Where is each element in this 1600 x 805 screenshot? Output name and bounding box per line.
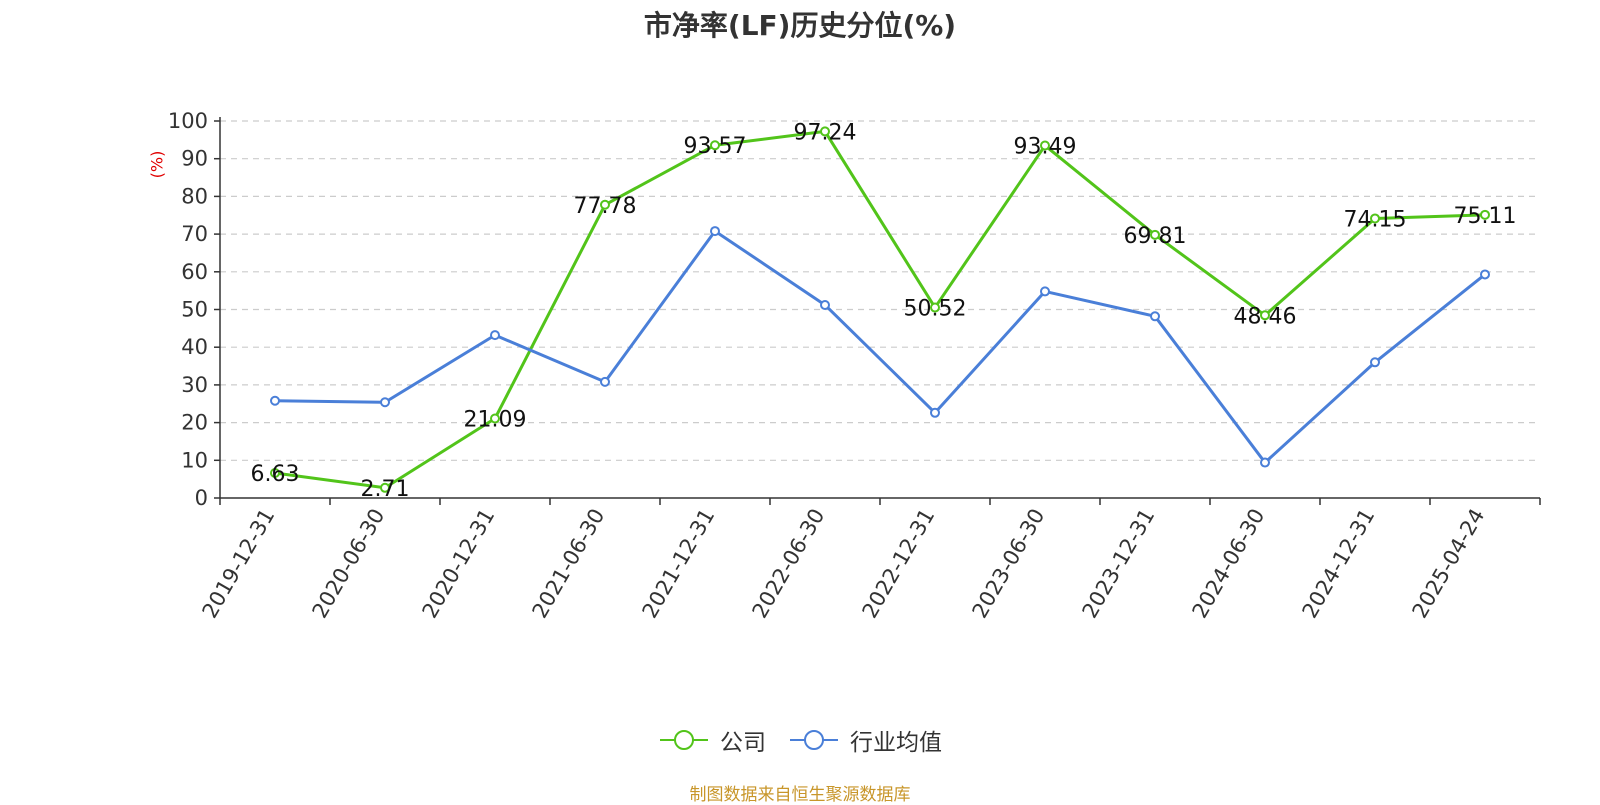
y-tick-label: 80 xyxy=(181,184,208,208)
y-tick-label: 20 xyxy=(181,411,208,435)
y-tick-label: 30 xyxy=(181,373,208,397)
data-point xyxy=(1150,229,1160,240)
data-label: 21.09 xyxy=(464,407,527,432)
data-point xyxy=(1370,213,1380,224)
grid-lines xyxy=(220,120,1540,461)
data-label: 50.52 xyxy=(904,297,967,322)
legend: 公司 行业均值 xyxy=(0,720,1600,760)
data-point xyxy=(1370,357,1380,368)
legend-item-company[interactable]: 公司 xyxy=(658,723,766,757)
data-point xyxy=(710,226,720,237)
axes: 0 10 20 30 40 50 60 70 80 90 100 2019-12-31 2020-06-… xyxy=(168,109,1541,623)
data-label: 74.15 xyxy=(1344,207,1407,232)
data-point xyxy=(600,376,610,387)
data-point xyxy=(930,407,940,418)
x-tick-label: 2020-06-30 xyxy=(308,505,390,623)
y-tick-label: 60 xyxy=(181,260,208,284)
data-label: 6.63 xyxy=(251,462,300,487)
data-label: 93.57 xyxy=(684,134,747,159)
data-label: 75.11 xyxy=(1454,204,1517,229)
data-point xyxy=(380,397,390,408)
data-point xyxy=(1480,209,1490,220)
data-point xyxy=(1040,286,1050,297)
y-tick-label: 0 xyxy=(195,486,208,510)
x-tick-label: 2021-06-30 xyxy=(528,505,610,623)
data-point xyxy=(710,140,720,151)
data-point xyxy=(1260,457,1270,468)
data-point xyxy=(930,302,940,313)
legend-industry-label: 行业均值 xyxy=(850,730,942,756)
data-point xyxy=(1150,311,1160,322)
x-tick-label: 2021-12-31 xyxy=(638,505,720,623)
data-label: 2.71 xyxy=(361,477,410,502)
x-tick-label: 2019-12-31 xyxy=(198,505,280,623)
data-point xyxy=(270,395,280,406)
x-tick-label: 2025-04-24 xyxy=(1408,505,1490,623)
data-point xyxy=(380,482,390,493)
chart-title: 市净率(LF)历史分位(%) xyxy=(643,9,957,42)
legend-industry-symbol xyxy=(790,730,838,750)
data-point xyxy=(820,126,830,137)
y-tick-label: 50 xyxy=(181,298,208,322)
data-point xyxy=(600,199,610,210)
data-label: 69.81 xyxy=(1124,224,1187,249)
data-label: 93.49 xyxy=(1014,135,1077,160)
data-label: 77.78 xyxy=(574,194,637,219)
x-tick-label: 2024-12-31 xyxy=(1298,505,1380,623)
data-point xyxy=(1480,269,1490,280)
source-note: 制图数据来自恒生聚源数据库 xyxy=(689,785,911,805)
x-tick-label: 2023-06-30 xyxy=(968,505,1050,623)
data-point xyxy=(1040,140,1050,151)
data-point xyxy=(270,468,280,479)
series-lines xyxy=(270,126,1490,493)
data-label: 97.24 xyxy=(794,120,857,145)
data-point xyxy=(820,299,830,310)
data-point xyxy=(490,413,500,424)
y-tick-label: 40 xyxy=(181,335,208,359)
x-tick-label: 2020-12-31 xyxy=(418,505,500,623)
legend-company-symbol xyxy=(660,730,708,750)
x-tick-label: 2023-12-31 xyxy=(1078,505,1160,623)
legend-company-label: 公司 xyxy=(720,730,766,756)
data-labels: 6.63 2.71 21.09 77.78 93.57 97.24 50.52 93.49 69… xyxy=(251,120,1517,501)
data-point xyxy=(1260,310,1270,321)
y-tick-label: 10 xyxy=(181,448,208,472)
x-tick-label: 2022-06-30 xyxy=(748,505,830,623)
data-point xyxy=(490,330,500,341)
x-tick-label: 2022-12-31 xyxy=(858,505,940,623)
data-label: 48.46 xyxy=(1234,304,1297,329)
x-tick-label: 2024-06-30 xyxy=(1188,505,1270,623)
series-line-1 xyxy=(274,229,1486,465)
y-tick-label: 90 xyxy=(181,147,208,171)
y-tick-label: 70 xyxy=(181,222,208,246)
legend-item-industry-avg[interactable]: 行业均值 xyxy=(788,723,942,757)
y-tick-label: 100 xyxy=(168,109,208,133)
line-chart: 0 10 20 30 40 50 60 70 80 90 100 2019-12-31 2020-06-… xyxy=(168,109,1541,623)
series-line-0 xyxy=(274,129,1486,490)
